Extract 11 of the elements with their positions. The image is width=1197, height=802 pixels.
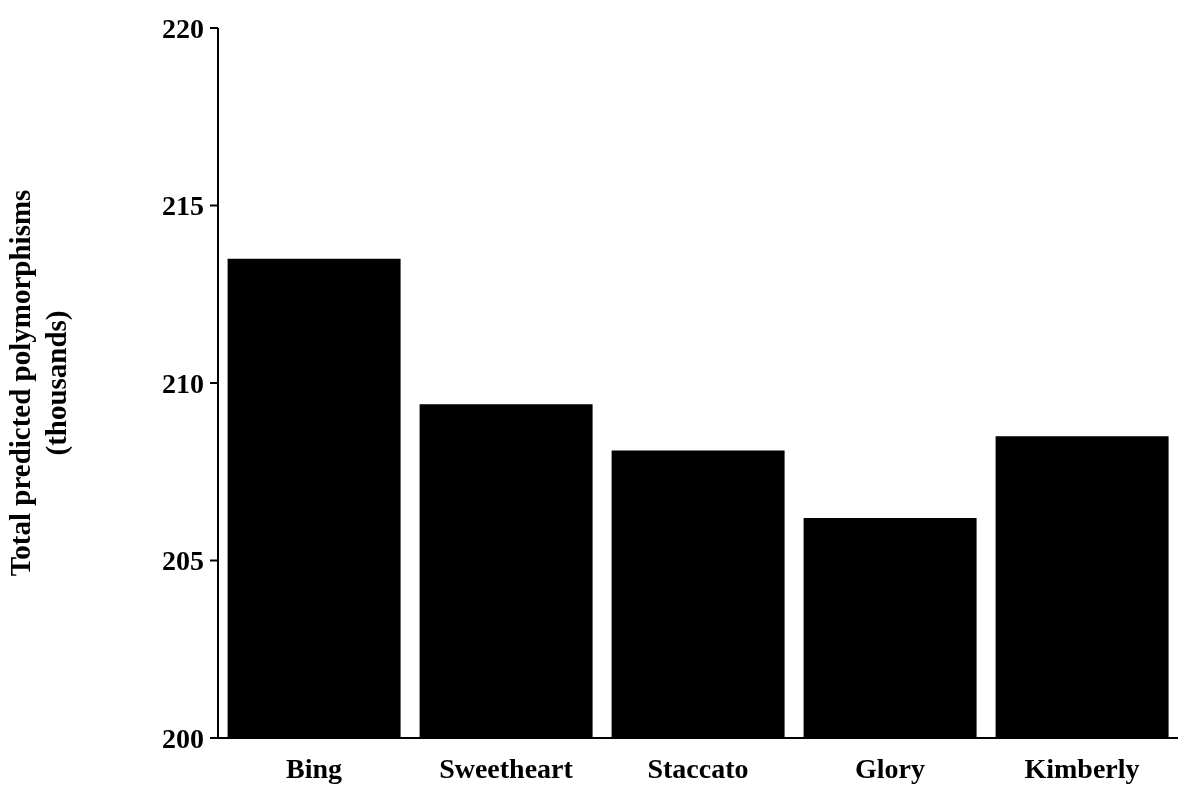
y-tick-label: 200: [162, 722, 204, 754]
y-tick-label: 220: [162, 12, 204, 44]
x-tick-label: Glory: [855, 752, 925, 784]
y-tick-label: 205: [162, 545, 204, 577]
y-tick-label: 210: [162, 367, 204, 399]
x-tick-label: Bing: [285, 752, 343, 784]
x-tick-label: Kimberly: [1024, 752, 1140, 784]
x-tick-label: Staccato: [647, 752, 749, 784]
x-tick-label: Sweetheart: [439, 752, 574, 784]
y-tick-label: 215: [162, 190, 204, 222]
y-axis-title: Total predicted polymorphisms (thousands): [4, 189, 73, 577]
